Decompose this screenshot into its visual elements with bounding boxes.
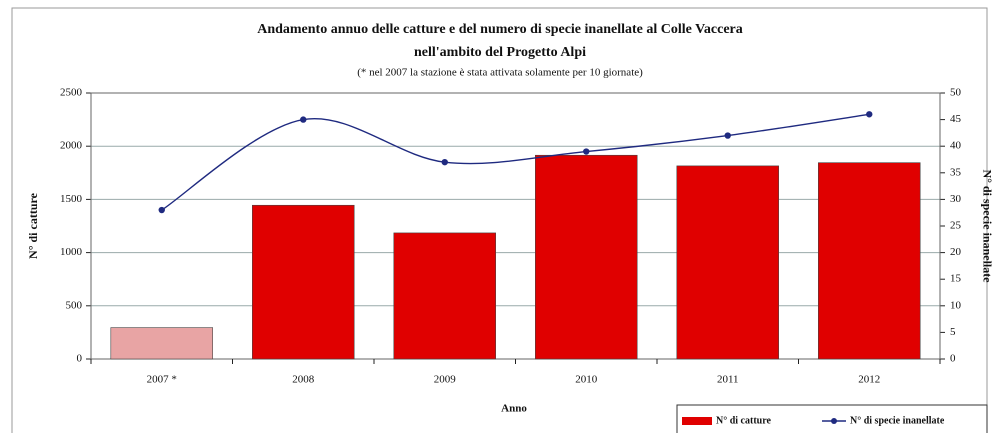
line [161,113,870,211]
bar [676,165,779,360]
line-marker [583,148,590,155]
y2-tick-label: 15 [950,273,962,285]
x-tick-label: 2010 [575,374,598,386]
legend-label: N° di catture [716,415,771,426]
legend-marker [831,418,837,424]
y2-tick-label: 30 [950,193,962,205]
bar [110,327,213,360]
line-marker [441,158,448,166]
line-marker [724,132,731,139]
x-tick-label: 2007 * [147,374,177,386]
y2-tick-label: 5 [950,326,956,338]
chart-title: Andamento annuo delle catture e del nume… [257,22,743,37]
y2-tick-label: 25 [950,220,962,232]
y2-tick-label: 50 [950,87,962,99]
x-tick-label: 2009 [434,374,457,386]
chart-title: nell'ambito del Progetto Alpi [414,45,586,60]
line-marker [158,206,165,214]
bar [393,232,496,360]
y-tick-label: 500 [66,299,83,311]
y2-axis-label: N° di specie inanellate [980,169,994,283]
y2-tick-label: 10 [950,299,962,311]
bar [535,154,638,360]
line-marker [300,116,307,123]
x-tick-label: 2012 [858,374,880,386]
y2-tick-label: 35 [950,166,962,178]
x-axis-label: Anno [501,403,527,415]
y-tick-label: 1500 [60,193,83,205]
y-axis-label: N° di catture [26,192,40,259]
bar [818,162,921,360]
y2-tick-label: 20 [950,246,962,258]
line-marker [866,111,873,118]
y-tick-label: 1000 [60,246,83,258]
y-tick-label: 0 [77,353,83,365]
chart-subtitle: (* nel 2007 la stazione è stata attivata… [357,67,643,79]
y2-tick-label: 0 [950,353,956,365]
x-tick-label: 2011 [717,374,739,386]
bar [252,204,355,360]
legend-label: N° di specie inanellate [850,415,945,426]
y-tick-label: 2000 [60,140,83,152]
x-tick-label: 2008 [292,374,315,386]
legend-swatch [682,417,712,425]
y-tick-label: 2500 [60,87,83,99]
y2-tick-label: 45 [950,113,962,125]
y2-tick-label: 40 [950,140,962,152]
